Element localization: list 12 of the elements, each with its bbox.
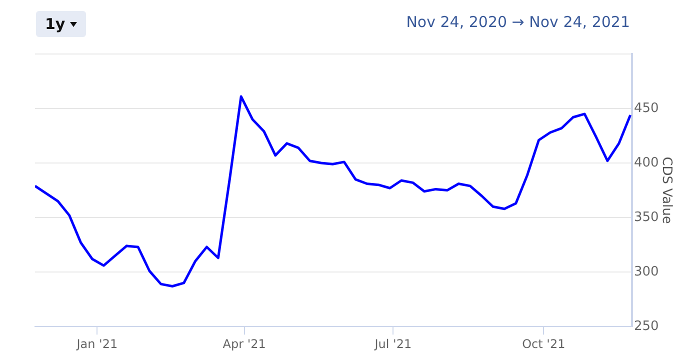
text: Nov 24, 2020 → Nov 24, 2021 bbox=[406, 13, 630, 31]
y-tick-label: 400 bbox=[634, 155, 659, 170]
x-tick-label: Jan '21 bbox=[76, 336, 118, 351]
y-axis-title: CDS Value bbox=[658, 156, 674, 224]
y-tick-label: 300 bbox=[634, 264, 659, 280]
y-tick-label: 350 bbox=[634, 210, 659, 225]
text: 1y bbox=[45, 15, 66, 33]
x-tick-label: Apr '21 bbox=[222, 336, 266, 351]
y-tick-label: 450 bbox=[634, 100, 659, 116]
x-tick-label: Oct '21 bbox=[522, 336, 566, 351]
x-tick-label: Jul '21 bbox=[374, 336, 412, 351]
y-tick-label: 250 bbox=[634, 318, 659, 334]
